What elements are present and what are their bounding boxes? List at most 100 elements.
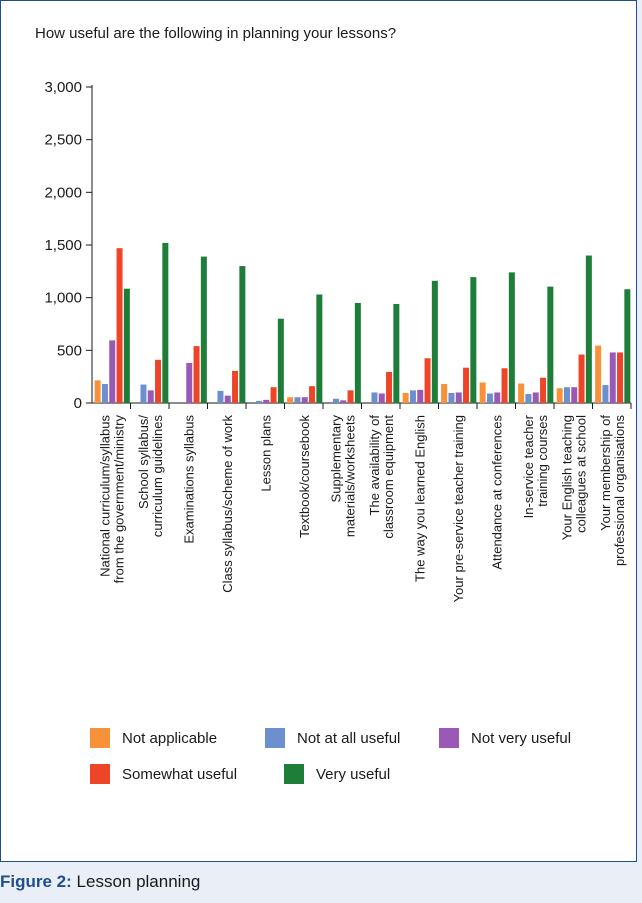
- x-category-label: Examinations syllabus: [181, 415, 196, 544]
- bar-not-very-useful: [417, 389, 424, 403]
- legend-swatch: [265, 728, 285, 748]
- bar-somewhat-useful: [424, 358, 431, 403]
- bar-not-very-useful: [609, 352, 616, 403]
- bar-very-useful: [123, 288, 130, 403]
- bar-very-useful: [277, 318, 284, 403]
- bar-very-useful: [316, 294, 323, 403]
- bar-somewhat-useful: [155, 359, 162, 403]
- x-category-label: colleagues at school: [573, 415, 588, 533]
- bar-not-very-useful: [494, 392, 501, 403]
- bar-somewhat-useful: [116, 248, 123, 403]
- bar-not-applicable: [441, 384, 448, 403]
- bar-somewhat-useful: [578, 354, 585, 403]
- x-category-label: classroom equipment: [381, 415, 396, 539]
- x-category-label: Your English teaching: [559, 415, 574, 540]
- legend-item: Very useful: [284, 764, 390, 784]
- y-tick-label: 1,000: [44, 290, 82, 307]
- bar-very-useful: [162, 242, 169, 403]
- bar-chart: 0 500 1,000 1,500 2,000 2,500 3,000 National cu…: [44, 79, 632, 602]
- x-category-label: materials/worksheets: [342, 415, 357, 538]
- bar-very-useful: [585, 255, 592, 403]
- bar-very-useful: [624, 289, 631, 403]
- bar-somewhat-useful: [463, 367, 470, 403]
- bar-very-useful: [470, 277, 477, 403]
- bar-not-at-all-useful: [101, 384, 108, 403]
- bar-not-very-useful: [532, 392, 539, 403]
- x-category-label: National curriculum/syllabus: [97, 415, 112, 577]
- bar-somewhat-useful: [386, 371, 393, 403]
- bar-very-useful: [393, 303, 400, 403]
- bar-not-at-all-useful: [602, 385, 609, 403]
- bar-very-useful: [547, 286, 554, 403]
- figure-caption: Figure 2: Lesson planning: [0, 872, 200, 892]
- x-category-label: Class syllabus/scheme of work: [220, 415, 235, 593]
- x-category-label: Textbook/coursebook: [297, 415, 312, 538]
- x-category-label: Your pre-service teacher training: [451, 415, 466, 602]
- legend-label: Not applicable: [122, 729, 218, 747]
- bar-not-applicable: [556, 388, 563, 403]
- bar-somewhat-useful: [270, 387, 277, 403]
- bar-very-useful: [354, 302, 361, 403]
- legend-label: Not at all useful: [297, 729, 401, 747]
- y-tick-label: 2,000: [44, 184, 82, 201]
- bar-not-at-all-useful: [563, 387, 570, 403]
- bar-not-applicable: [402, 392, 409, 403]
- bar-not-at-all-useful: [486, 393, 493, 403]
- legend-item: Somewhat useful: [90, 764, 237, 784]
- bar-not-very-useful: [301, 397, 308, 403]
- bar-not-at-all-useful: [294, 397, 301, 403]
- x-category-label: Supplementary: [328, 415, 343, 503]
- caption-prefix: Figure 2:: [0, 872, 72, 891]
- bar-not-applicable: [479, 382, 486, 403]
- legend-item: Not at all useful: [265, 728, 400, 748]
- bar-somewhat-useful: [501, 368, 508, 403]
- bar-not-at-all-useful: [255, 400, 262, 403]
- legend-swatch: [90, 764, 110, 784]
- x-category-label: Lesson plans: [258, 415, 273, 492]
- bar-not-very-useful: [263, 399, 270, 403]
- bar-not-at-all-useful: [217, 390, 224, 403]
- legend-label: Not very useful: [471, 729, 572, 747]
- legend-label: Very useful: [316, 765, 391, 783]
- x-category-label: from the government/ministry: [111, 415, 126, 584]
- legend-swatch: [284, 764, 304, 784]
- x-category-label: School syllabus/: [136, 415, 151, 509]
- chart-title: How useful are the following in planning…: [35, 25, 397, 42]
- bar-not-very-useful: [147, 390, 154, 403]
- bar-somewhat-useful: [540, 377, 547, 403]
- bar-very-useful: [200, 256, 207, 403]
- bar-not-applicable: [94, 380, 101, 403]
- bar-somewhat-useful: [232, 370, 239, 403]
- bar-not-at-all-useful: [409, 390, 416, 403]
- y-tick-label: 3,000: [44, 79, 82, 96]
- bar-not-very-useful: [455, 392, 462, 403]
- x-category-label: training courses: [535, 415, 550, 507]
- x-category-label: Attendance at conferences: [489, 415, 504, 570]
- bar-not-at-all-useful: [525, 394, 532, 403]
- bar-very-useful: [239, 266, 246, 403]
- x-category-label: professional organisations: [612, 415, 627, 567]
- bar-not-very-useful: [109, 340, 116, 403]
- bar-somewhat-useful: [347, 390, 354, 403]
- legend-label: Somewhat useful: [122, 765, 238, 783]
- caption-text: Lesson planning: [76, 872, 201, 891]
- bar-not-very-useful: [571, 387, 578, 403]
- bar-not-applicable: [595, 345, 602, 403]
- y-tick-label: 0: [74, 395, 82, 412]
- bar-not-very-useful: [186, 362, 193, 403]
- bar-not-at-all-useful: [332, 398, 339, 403]
- legend-swatch: [439, 728, 459, 748]
- x-category-label: The way you learned English: [412, 415, 427, 582]
- bar-not-applicable: [518, 383, 525, 403]
- x-category-label: In-service teacher: [521, 414, 536, 518]
- bar-not-very-useful: [378, 393, 385, 403]
- legend-swatch: [90, 728, 110, 748]
- legend-item: Not very useful: [439, 728, 571, 748]
- bar-not-very-useful: [340, 400, 347, 403]
- bar-somewhat-useful: [309, 386, 316, 403]
- x-category-label: The availability of: [367, 415, 382, 516]
- bar-very-useful: [508, 272, 515, 403]
- y-tick-label: 1,500: [44, 237, 82, 254]
- x-category-label: curriculum guidelines: [150, 415, 165, 538]
